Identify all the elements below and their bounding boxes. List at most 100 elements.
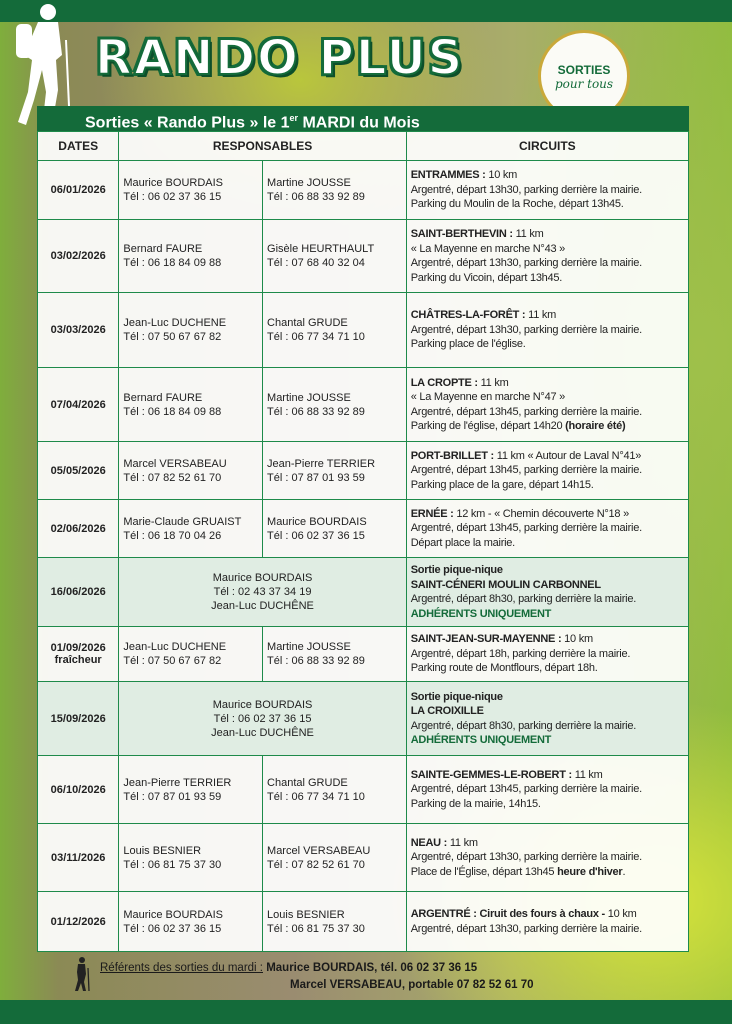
responsable-cell: Maurice BOURDAIS Tél : 06 02 37 36 15 bbox=[262, 499, 407, 558]
hiker-small-icon bbox=[75, 957, 90, 992]
date-value: 02/06/2026 bbox=[50, 522, 106, 535]
circuit-text: 11 km bbox=[571, 768, 603, 781]
circuit-line: SAINTE-GEMMES-LE-ROBERT : 11 km bbox=[411, 768, 684, 783]
circuit-line: Argentré, départ 13h45, parking derrière… bbox=[411, 521, 684, 536]
circuit-line: Argentré, départ 13h45, parking derrière… bbox=[411, 463, 684, 478]
responsable-phone: Tél : 07 82 52 61 70 bbox=[123, 471, 222, 484]
circuit-line: Argentré, départ 13h30, parking derrière… bbox=[411, 323, 684, 338]
date-value: 03/11/2026 bbox=[50, 851, 106, 864]
circuit-line: Argentré, départ 18h, parking derrière l… bbox=[411, 647, 684, 662]
circuit-line: Argentré, départ 13h45, parking derrière… bbox=[411, 782, 684, 797]
circuit-text: Argentré, départ 8h30, parking derrière … bbox=[410, 719, 637, 732]
circuit-text: Sortie pique-nique bbox=[410, 690, 503, 703]
date-value: 15/09/2026 bbox=[50, 712, 106, 725]
circuit-line: ARGENTRÉ : Ciruit des fours à chaux - 10… bbox=[411, 907, 684, 922]
circuit-text: 11 km bbox=[447, 836, 478, 849]
circuit-text: Place de l'Église, départ 13h45 bbox=[410, 865, 558, 878]
circuit-text: 11 km « Autour de Laval N°41» bbox=[493, 449, 642, 462]
circuit-line: « La Mayenne en marche N°47 » bbox=[411, 390, 684, 405]
circuit-line: Place de l'Église, départ 13h45 heure d'… bbox=[411, 865, 684, 880]
circuit-text: PORT-BRILLET : bbox=[410, 449, 495, 462]
footer-label: Référents des sorties du mardi : bbox=[100, 962, 263, 974]
circuit-line: Parking de la mairie, 14h15. bbox=[411, 797, 684, 812]
circuit-line: PORT-BRILLET : 11 km « Autour de Laval N… bbox=[411, 449, 684, 464]
date-cell: 02/06/2026 bbox=[36, 499, 120, 558]
circuit-line: Départ place la mairie. bbox=[411, 536, 684, 551]
responsable-name: Marcel VERSABEAU bbox=[123, 457, 227, 470]
date-value: 16/06/2026 bbox=[50, 586, 106, 598]
circuit-line: Parking du Vicoin, départ 13h45. bbox=[411, 271, 684, 286]
responsable-phone: Tél : 02 43 37 34 19 bbox=[213, 586, 312, 598]
responsable-phone: Tél : 07 50 67 67 82 bbox=[123, 331, 222, 343]
date-value: 01/09/2026 bbox=[50, 642, 106, 654]
circuit-cell: SAINT-BERTHEVIN : 11 km « La Mayenne en m… bbox=[405, 219, 690, 293]
responsable-phone: Tél : 06 88 33 92 89 bbox=[267, 405, 365, 418]
date-cell: 15/09/2026 bbox=[36, 681, 120, 756]
circuit-cell: NEAU : 11 km Argentré, départ 13h30, park… bbox=[405, 823, 690, 892]
circuit-line: NEAU : 11 km bbox=[411, 836, 684, 851]
circuit-text: Argentré, départ 13h30, parking derrière… bbox=[410, 257, 642, 269]
responsable-phone: Tél : 06 02 37 36 15 bbox=[267, 529, 365, 542]
circuit-text: ADHÉRENTS UNIQUEMENT bbox=[410, 607, 552, 620]
date-value: 03/02/2026 bbox=[50, 250, 106, 262]
responsable-name: Jean-Pierre TERRIER bbox=[123, 776, 232, 789]
responsable-cell: Bernard FAURE Tél : 06 18 84 09 88 bbox=[118, 219, 264, 293]
circuit-text: Parking du Vicoin, départ 13h45. bbox=[410, 271, 563, 284]
circuit-text: Parking de l'église, départ 14h20 bbox=[410, 420, 566, 432]
circuit-line: Sortie pique-nique bbox=[411, 563, 684, 578]
date-cell: 06/10/2026 bbox=[36, 755, 120, 824]
circuit-cell: PORT-BRILLET : 11 km « Autour de Laval N… bbox=[405, 441, 690, 500]
date-value: 07/04/2026 bbox=[50, 398, 106, 411]
responsable-name: Martine JOUSSE bbox=[267, 177, 351, 189]
circuit-line: Argentré, départ 13h30, parking derrière… bbox=[411, 256, 684, 271]
circuit-text: ARGENTRÉ : Ciruit des fours à chaux - bbox=[410, 908, 606, 920]
circuit-text: « La Mayenne en marche N°47 » bbox=[410, 391, 566, 403]
date-value: 05/05/2026 bbox=[50, 464, 106, 477]
circuit-cell: SAINT-JEAN-SUR-MAYENNE : 10 km Argentré, … bbox=[405, 626, 690, 682]
date-cell: 06/01/2026 bbox=[36, 160, 120, 220]
circuit-text: Départ place la mairie. bbox=[410, 536, 516, 549]
responsable-name: Maurice BOURDAIS bbox=[123, 177, 224, 189]
circuit-text: « La Mayenne en marche N°43 » bbox=[410, 242, 566, 255]
responsable-name: Gisèle HEURTHAULT bbox=[267, 243, 375, 255]
top-band bbox=[0, 0, 732, 22]
responsable-name: Marcel VERSABEAU bbox=[267, 844, 371, 857]
responsable-cell: Marie-Claude GRUAIST Tél : 06 18 70 04 26 bbox=[118, 499, 264, 558]
responsable-name: Marie-Claude GRUAIST bbox=[123, 515, 242, 528]
table-row: 15/09/2026 Maurice BOURDAIS Tél : 06 02 37… bbox=[36, 681, 690, 756]
circuit-line: ENTRAMMES : 10 km bbox=[411, 168, 684, 183]
circuit-text: SAINTE-GEMMES-LE-ROBERT : bbox=[410, 768, 572, 781]
circuit-text: 11 km bbox=[525, 309, 557, 322]
circuit-cell: SAINTE-GEMMES-LE-ROBERT : 11 km Argentré,… bbox=[405, 755, 690, 824]
responsable-cell: Bernard FAURE Tél : 06 18 84 09 88 bbox=[118, 367, 264, 442]
date-value: 03/03/2026 bbox=[50, 324, 106, 336]
circuit-text: CHÂTRES-LA-FORÊT : bbox=[410, 309, 526, 322]
circuit-line: Sortie pique-nique bbox=[411, 690, 684, 705]
responsable-phone: Tél : 07 68 40 32 04 bbox=[267, 257, 365, 269]
circuit-line: Parking de l'église, départ 14h20 (horai… bbox=[411, 419, 684, 434]
responsable-cell: Marcel VERSABEAU Tél : 07 82 52 61 70 bbox=[262, 823, 407, 892]
circuit-cell: Sortie pique-nique LA CROIXILLE Argentré, … bbox=[405, 681, 690, 756]
circuit-line: ADHÉRENTS UNIQUEMENT bbox=[411, 733, 684, 748]
circuit-text: 10 km bbox=[604, 908, 637, 920]
table-row: 02/06/2026 Marie-Claude GRUAIST Tél : 06 1… bbox=[36, 499, 690, 558]
circuit-line: SAINT-CÉNERI MOULIN CARBONNEL bbox=[411, 578, 684, 593]
circuit-text: 11 km bbox=[512, 228, 544, 240]
subtitle-sup: er bbox=[289, 113, 299, 123]
table-row: 05/05/2026 Marcel VERSABEAU Tél : 07 82 52… bbox=[36, 441, 690, 500]
circuit-cell: CHÂTRES-LA-FORÊT : 11 km Argentré, départ… bbox=[405, 292, 690, 368]
responsable-cell: Jean-Luc DUCHENE Tél : 07 50 67 67 82 bbox=[118, 292, 264, 368]
circuit-line: Argentré, départ 8h30, parking derrière … bbox=[411, 719, 684, 734]
responsable-name: Jean-Luc DUCHÊNE bbox=[211, 600, 314, 612]
circuit-line: Argentré, départ 13h30, parking derrière… bbox=[411, 183, 684, 198]
circuit-text: ERNÉE : bbox=[410, 507, 454, 520]
date-value: 01/12/2026 bbox=[50, 915, 106, 928]
date-cell: 03/11/2026 bbox=[36, 823, 120, 892]
circuit-line: SAINT-JEAN-SUR-MAYENNE : 10 km bbox=[411, 632, 684, 647]
responsable-name: Chantal GRUDE bbox=[267, 776, 348, 789]
responsable-name: Jean-Luc DUCHENE bbox=[123, 641, 227, 653]
responsable-cell: Gisèle HEURTHAULT Tél : 07 68 40 32 04 bbox=[262, 219, 407, 293]
responsable-name: Martine JOUSSE bbox=[267, 391, 351, 404]
date-value: 06/01/2026 bbox=[50, 184, 106, 196]
responsable-phone: Tél : 06 18 84 09 88 bbox=[123, 405, 222, 418]
